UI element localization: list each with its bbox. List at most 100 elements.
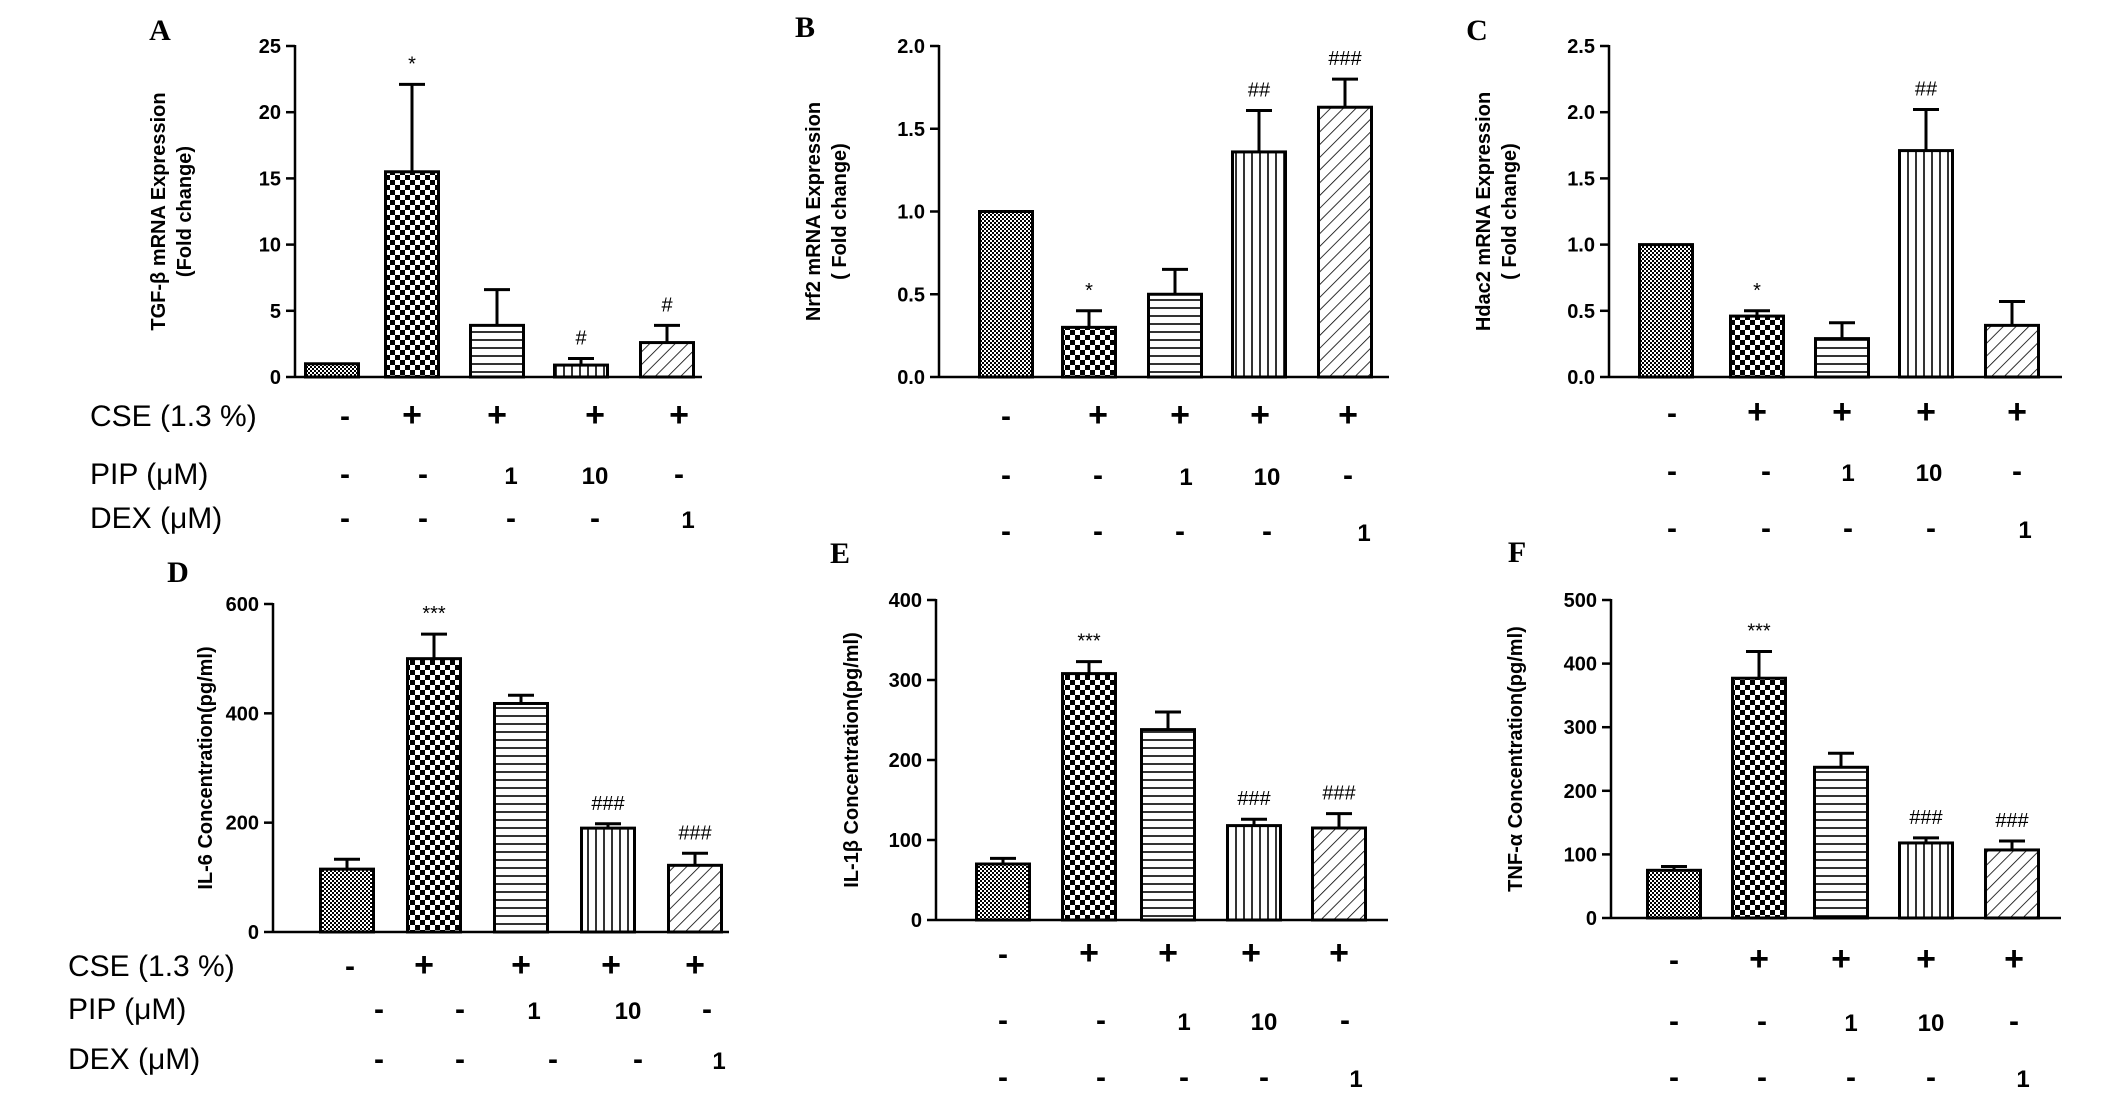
condition-dex-cell: 1: [681, 507, 694, 534]
y-tick-label: 100: [889, 830, 922, 852]
y-tick-label: 0.0: [1567, 367, 1595, 389]
bar-3: [1140, 728, 1196, 922]
condition-cse-cell: -: [1001, 400, 1011, 433]
condition-pip-cell: -: [2012, 455, 2022, 488]
bar-4: [1231, 150, 1287, 379]
condition-dex-cell: -: [455, 1043, 465, 1076]
condition-dex-cell: -: [998, 1061, 1008, 1094]
condition-dex-cell: -: [548, 1043, 558, 1076]
condition-pip-cell: -: [455, 993, 465, 1026]
condition-cse-cell: -: [998, 938, 1008, 971]
panel-d: D IL-6 Concentration(pg/ml) 0 200 400 600 *** #…: [68, 556, 729, 1076]
significance-marker: #: [661, 294, 673, 316]
condition-pip-cell: -: [1669, 1005, 1679, 1038]
y-axis-label: IL-6 Concentration(pg/ml): [195, 646, 217, 889]
significance-marker: ***: [422, 603, 446, 625]
condition-cse-cell: -: [340, 400, 350, 433]
condition-cse-cell: -: [1669, 944, 1679, 977]
condition-dex-cell: -: [1843, 512, 1853, 545]
condition-cse-cell: +: [1170, 396, 1190, 434]
condition-dex-cell: 1: [2018, 517, 2031, 544]
bar-4: [1898, 149, 1954, 379]
condition-pip-cell: -: [1096, 1004, 1106, 1037]
condition-dex-cell: -: [1259, 1061, 1269, 1094]
y-tick-label: 1.0: [897, 202, 925, 224]
condition-pip-cell: -: [1667, 455, 1677, 488]
y-tick-label: 10: [259, 235, 281, 257]
panel-e: E IL-1β Concentration(pg/ml) 0 100 200 300 400…: [830, 537, 1388, 1094]
bar-2: [1061, 325, 1117, 379]
y-tick-label: 0.5: [1567, 301, 1595, 323]
significance-marker: ###: [1237, 788, 1271, 810]
panel-letter: D: [167, 556, 189, 589]
bar-2: [384, 170, 440, 379]
y-axis-label: Hdac2 mRNA Expression: [1473, 92, 1495, 331]
condition-dex-cell: -: [1001, 515, 1011, 548]
condition-cse-cell: +: [1250, 396, 1270, 434]
condition-cse-cell: +: [1916, 393, 1936, 431]
significance-marker: ###: [678, 822, 712, 844]
condition-dex-cell: 1: [712, 1048, 725, 1075]
condition-cse-cell: +: [585, 396, 605, 434]
condition-pip-cell: 1: [504, 463, 517, 490]
condition-row-label: DEX (μM): [68, 1043, 200, 1076]
panel-a: A TGF-β mRNA Expression (Fold change) 0 5 10 1…: [90, 14, 702, 535]
y-tick-label: 500: [1564, 590, 1597, 612]
condition-pip-cell: -: [1761, 455, 1771, 488]
condition-cse-cell: +: [1916, 940, 1936, 978]
condition-dex-cell: -: [1096, 1061, 1106, 1094]
condition-dex-cell: 1: [1349, 1066, 1362, 1093]
condition-pip-cell: 1: [527, 998, 540, 1025]
panel-letter: C: [1466, 14, 1488, 47]
bar-4: [580, 826, 636, 934]
y-axis-label: TNF-α Concentration(pg/ml): [1505, 626, 1527, 892]
condition-cse-cell: +: [2004, 940, 2024, 978]
condition-pip-cell: -: [674, 458, 684, 491]
y-axis-label: (Fold change): [174, 146, 196, 277]
condition-cse-cell: +: [1338, 396, 1358, 434]
significance-marker: ###: [591, 793, 625, 815]
bar-1: [1646, 868, 1702, 920]
condition-pip-cell: 1: [1841, 460, 1854, 487]
panel-letter: E: [830, 537, 850, 570]
significance-marker: ##: [1248, 80, 1271, 102]
panel-b: B Nrf2 mRNA Expression( Fold change) 0.0 0.…: [795, 11, 1389, 548]
panel-f: F TNF-α Concentration(pg/ml) 0 100 200 300 400…: [1505, 536, 2061, 1094]
condition-dex-cell: -: [506, 502, 516, 535]
bar-3: [1147, 292, 1203, 379]
condition-dex-cell: 1: [1357, 520, 1370, 547]
significance-marker: ###: [1322, 783, 1356, 805]
bar-4: [1226, 824, 1282, 922]
significance-marker: ***: [1077, 631, 1101, 653]
y-tick-label: 200: [1564, 781, 1597, 803]
bar-4: [1898, 841, 1954, 920]
condition-row-label: DEX (μM): [90, 502, 222, 535]
condition-cse-cell: +: [1749, 940, 1769, 978]
condition-dex-cell: -: [418, 502, 428, 535]
condition-cse-cell: -: [345, 950, 355, 983]
y-tick-label: 0: [270, 367, 281, 389]
bar-1: [319, 867, 375, 934]
y-axis-label: ( Fold change): [829, 143, 851, 280]
condition-pip-cell: -: [998, 1004, 1008, 1037]
y-tick-label: 400: [1564, 654, 1597, 676]
condition-pip-cell: 1: [1177, 1009, 1190, 1036]
condition-pip-cell: -: [1343, 459, 1353, 492]
condition-pip-cell: -: [1001, 459, 1011, 492]
bar-4: [553, 363, 609, 379]
condition-dex-cell: -: [1179, 1061, 1189, 1094]
y-tick-label: 300: [889, 670, 922, 692]
condition-dex-cell: -: [1761, 512, 1771, 545]
significance-marker: ***: [1747, 621, 1771, 643]
y-tick-label: 15: [259, 168, 281, 190]
condition-pip-cell: 10: [615, 998, 642, 1025]
condition-dex-cell: -: [1926, 512, 1936, 545]
condition-row-label: PIP (μM): [90, 458, 208, 491]
y-tick-label: 0.5: [897, 284, 925, 306]
y-axis-label: ( Fold change): [1499, 143, 1521, 280]
bar-5: [1311, 826, 1367, 922]
condition-dex-cell: -: [633, 1043, 643, 1076]
significance-marker: *: [1085, 280, 1093, 302]
